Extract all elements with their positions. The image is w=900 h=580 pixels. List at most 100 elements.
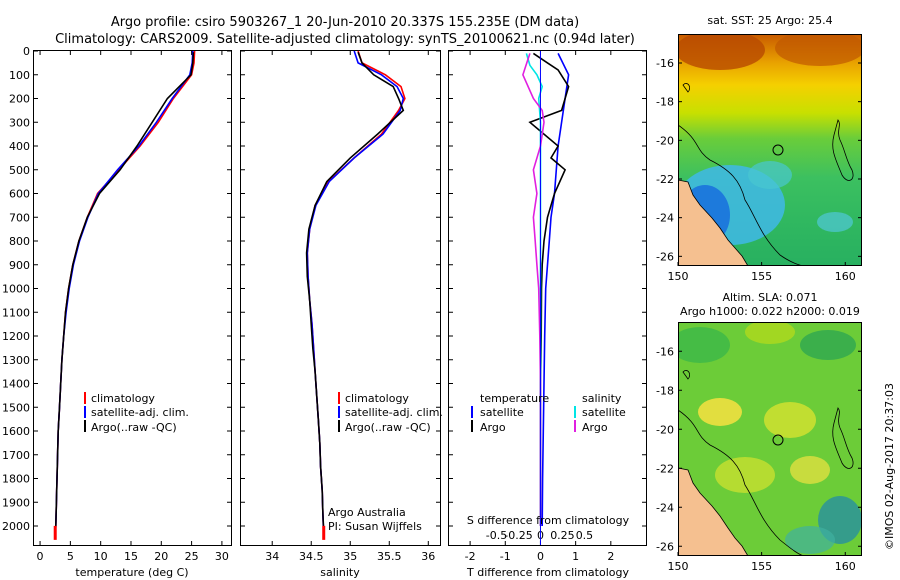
x-tick-label: 5 xyxy=(67,550,74,563)
reef-contour xyxy=(682,370,691,380)
y-tick-label: 700 xyxy=(9,211,30,224)
map-y-tick-label: -22 xyxy=(656,173,674,186)
map-y-tick-label: -26 xyxy=(656,250,674,263)
x-tick-label: 20 xyxy=(154,550,168,563)
land-australia xyxy=(678,467,749,556)
legend-climatology-label: climatology xyxy=(345,392,409,405)
x-tick-label: 34 xyxy=(265,550,279,563)
sla-high-patch xyxy=(790,456,830,484)
argo-australia-credit: Argo Australia xyxy=(328,506,406,519)
y-tick-label: 1800 xyxy=(2,473,30,486)
y-tick-label: 1500 xyxy=(2,401,30,414)
map-x-tick-label: 150 xyxy=(668,270,689,283)
x-tick-label: -1 xyxy=(500,550,511,563)
sst-warm-patch xyxy=(775,34,862,66)
figure-title-line1: Argo profile: csiro 5903267_1 20-Jun-201… xyxy=(111,15,579,30)
shelf-contour xyxy=(678,409,806,556)
sst-map-title: sat. SST: 25 Argo: 25.4 xyxy=(707,14,832,27)
salinity-xlabel: salinity xyxy=(320,566,360,579)
imos-credit: ©IMOS 02-Aug-2017 20:37:03 xyxy=(883,383,896,550)
sst-cool-patch xyxy=(817,212,853,232)
temperature-panel: 0100200300400500600700800900100011001200… xyxy=(2,45,232,579)
land-australia xyxy=(678,179,749,266)
sla-high-patch xyxy=(715,457,775,493)
series-line-climatology xyxy=(54,50,196,538)
y-tick-label: 0 xyxy=(23,45,30,58)
x-tick-label: 10 xyxy=(94,550,108,563)
series-line-argo xyxy=(54,52,195,531)
y-tick-label: 400 xyxy=(9,140,30,153)
sla-high-patch xyxy=(698,398,742,426)
y-tick-label: 1700 xyxy=(2,449,30,462)
temperature-plot-frame xyxy=(33,50,232,546)
y-tick-label: 1300 xyxy=(2,354,30,367)
legend-satellite-label: satellite-adj. clim. xyxy=(345,406,443,419)
reef-contour xyxy=(832,407,854,469)
map-x-tick-label: 160 xyxy=(835,270,856,283)
sla-map-frame xyxy=(678,322,862,556)
deep-climatology-marker xyxy=(53,525,57,540)
salinity-plot-frame xyxy=(240,50,441,546)
map-x-tick-label: 155 xyxy=(751,560,772,573)
sla-map-title-line2: Argo h1000: 0.022 h2000: 0.019 xyxy=(680,305,860,318)
reef-contour xyxy=(832,119,854,181)
y-tick-label: 900 xyxy=(9,259,30,272)
y-tick-label: 1200 xyxy=(2,330,30,343)
x-tick-label: 0 xyxy=(37,550,44,563)
x-tick-label: 34.5 xyxy=(299,550,324,563)
y-tick-label: 600 xyxy=(9,188,30,201)
map-y-tick-label: -20 xyxy=(656,423,674,436)
map-y-tick-label: -16 xyxy=(656,345,674,358)
sla-high-patch xyxy=(678,327,730,363)
series-line-satellite xyxy=(54,50,194,538)
y-tick-label: 500 xyxy=(9,164,30,177)
map-y-tick-label: -24 xyxy=(656,212,674,225)
s-tick-label: -0.5 xyxy=(486,529,507,542)
t-difference-xlabel: T difference from climatology xyxy=(466,566,629,579)
x-tick-label: 36 xyxy=(421,550,435,563)
argo-float-marker xyxy=(772,144,784,156)
y-tick-label: 200 xyxy=(9,93,30,106)
legend-satellite-label: satellite-adj. clim. xyxy=(91,406,189,419)
x-tick-label: 30 xyxy=(215,550,229,563)
pi-credit: PI: Susan Wijffels xyxy=(328,520,422,533)
x-tick-label: 15 xyxy=(124,550,138,563)
x-tick-label: 2 xyxy=(607,550,614,563)
y-tick-label: 1100 xyxy=(2,306,30,319)
legend-argo-label: Argo(..raw -QC) xyxy=(91,421,177,434)
difference-legend: temperature salinity satellite Argo sate… xyxy=(471,392,626,434)
salinity-panel: 34 34.5 35 35.5 36 salinity climatology sate… xyxy=(240,50,443,579)
x-tick-label: -2 xyxy=(465,550,476,563)
map-y-tick-label: -24 xyxy=(656,501,674,514)
sla-high-patch xyxy=(764,402,816,438)
s-tick-label: -0.25 xyxy=(504,529,532,542)
sst-warm-patch xyxy=(678,34,765,70)
difference-plot-frame xyxy=(448,50,647,546)
series-line-argo xyxy=(305,51,405,531)
sla-high-patch xyxy=(800,330,856,360)
reef-contour xyxy=(682,83,691,93)
series-line-t_argo xyxy=(528,52,570,526)
map-y-tick-label: -18 xyxy=(656,96,674,109)
s-difference-xlabel: S difference from climatology xyxy=(467,514,630,527)
y-tick-label: 1900 xyxy=(2,496,30,509)
salinity-legend: climatology satellite-adj. clim. Argo(..… xyxy=(338,392,443,434)
legend-climatology-label: climatology xyxy=(91,392,155,405)
legend-salinity-heading: salinity xyxy=(582,392,622,405)
y-tick-label: 300 xyxy=(9,116,30,129)
x-tick-label: 1 xyxy=(572,550,579,563)
argo-float-marker xyxy=(772,434,784,446)
y-tick-label: 1600 xyxy=(2,425,30,438)
legend-s-argo-label: Argo xyxy=(582,421,608,434)
sst-map: sat. SST: 25 Argo: 25.4 150 155 160 -16 -18 -… xyxy=(656,14,862,283)
y-tick-label: 800 xyxy=(9,235,30,248)
x-tick-label: 35 xyxy=(343,550,357,563)
sla-low-patch xyxy=(785,526,835,554)
map-x-tick-label: 150 xyxy=(668,560,689,573)
map-y-tick-label: -16 xyxy=(656,57,674,70)
sla-high-patch xyxy=(745,322,795,344)
sst-cool-patch xyxy=(748,161,792,189)
sla-map: Altim. SLA: 0.071 Argo h1000: 0.022 h200… xyxy=(656,291,862,573)
